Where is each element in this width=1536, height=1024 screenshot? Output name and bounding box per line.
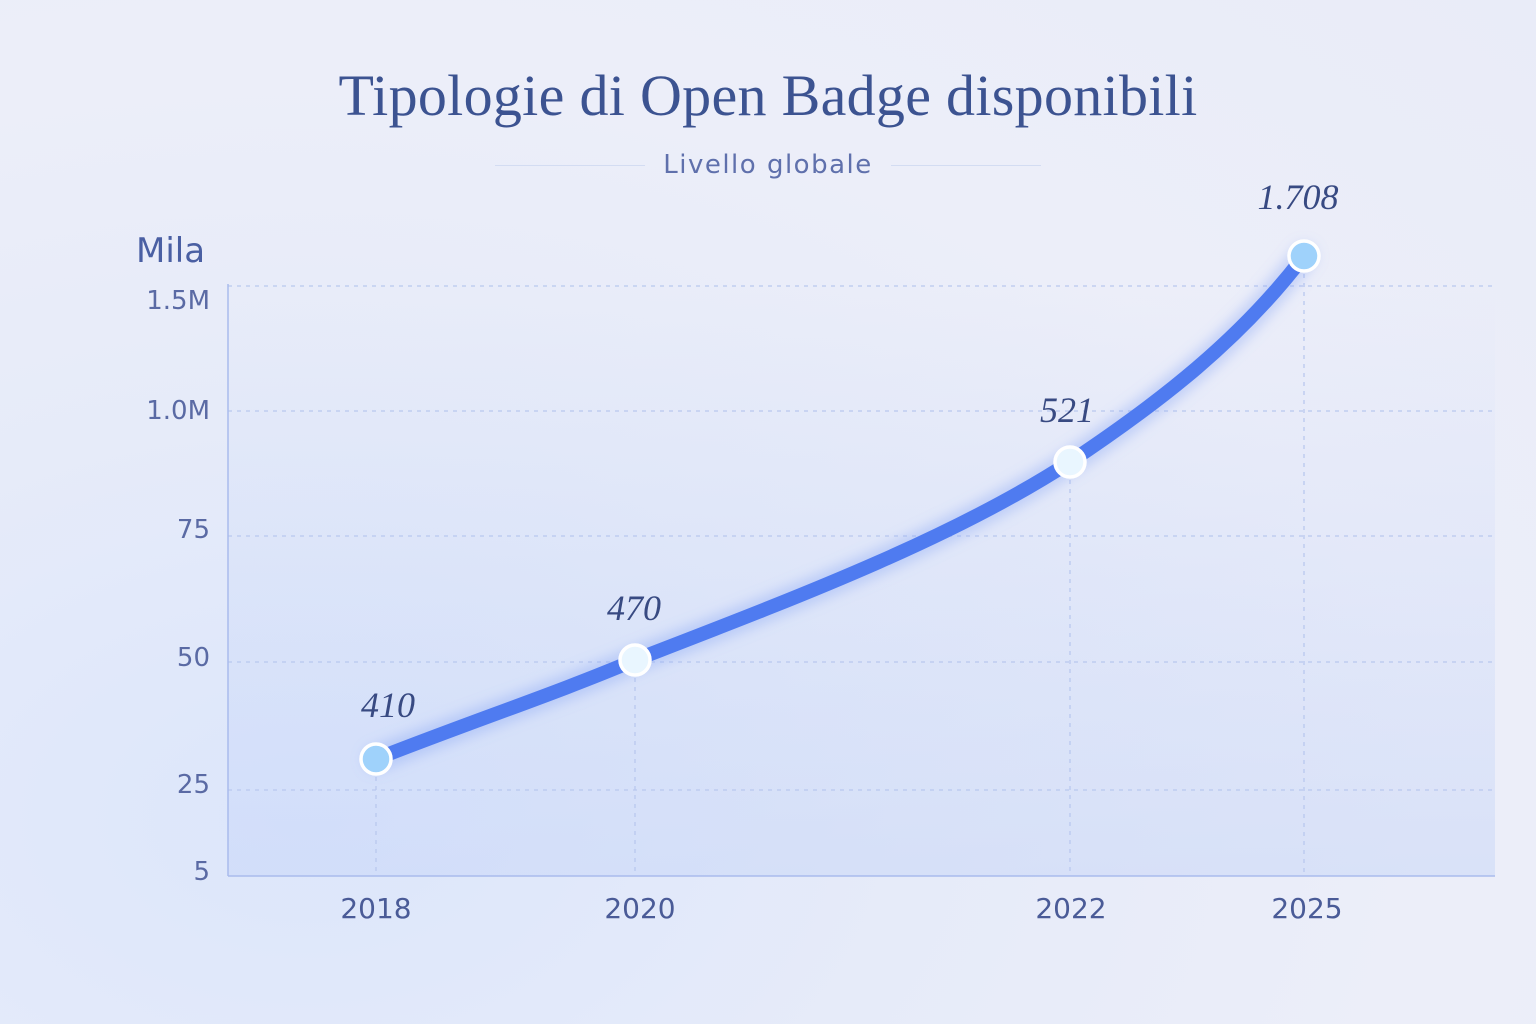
y-tick: 50	[177, 643, 210, 673]
y-tick: 5	[193, 857, 210, 887]
subtitle-rule-right	[890, 164, 1041, 166]
x-tick: 2018	[340, 892, 411, 925]
data-point-2020[interactable]	[618, 643, 652, 677]
chart-title: Tipologie di Open Badge disponibili	[338, 63, 1198, 128]
x-tick: 2022	[1035, 892, 1106, 925]
series-line	[369, 249, 1311, 766]
x-tick: 2025	[1271, 892, 1342, 925]
subtitle-row: Livello globale	[0, 150, 1536, 180]
data-labels: 410 470 521 1.708	[361, 177, 1339, 725]
chart-subtitle: Livello globale	[663, 150, 873, 180]
data-label-2022: 521	[1040, 390, 1094, 430]
x-tick: 2020	[604, 892, 675, 925]
y-tick: 1.5M	[146, 286, 210, 316]
data-label-2018: 410	[361, 685, 415, 725]
y-tick: 75	[177, 515, 210, 545]
subtitle-rule-left	[495, 164, 646, 166]
y-tick: 25	[177, 770, 210, 800]
data-point-2022[interactable]	[1053, 445, 1087, 479]
y-tick: 1.0M	[146, 396, 210, 426]
v-gridlines	[375, 256, 1305, 876]
data-point-2018[interactable]	[359, 742, 393, 776]
data-point-2025[interactable]	[1287, 239, 1321, 273]
y-tick-labels: 1.5M 1.0M 75 50 25 5	[146, 286, 210, 887]
y-axis-label: Mila	[136, 231, 205, 271]
x-tick-labels: 2018 2020 2022 2025	[340, 892, 1342, 925]
data-label-2025: 1.708	[1258, 177, 1339, 217]
data-markers	[359, 239, 1321, 776]
data-label-2020: 470	[607, 588, 661, 628]
